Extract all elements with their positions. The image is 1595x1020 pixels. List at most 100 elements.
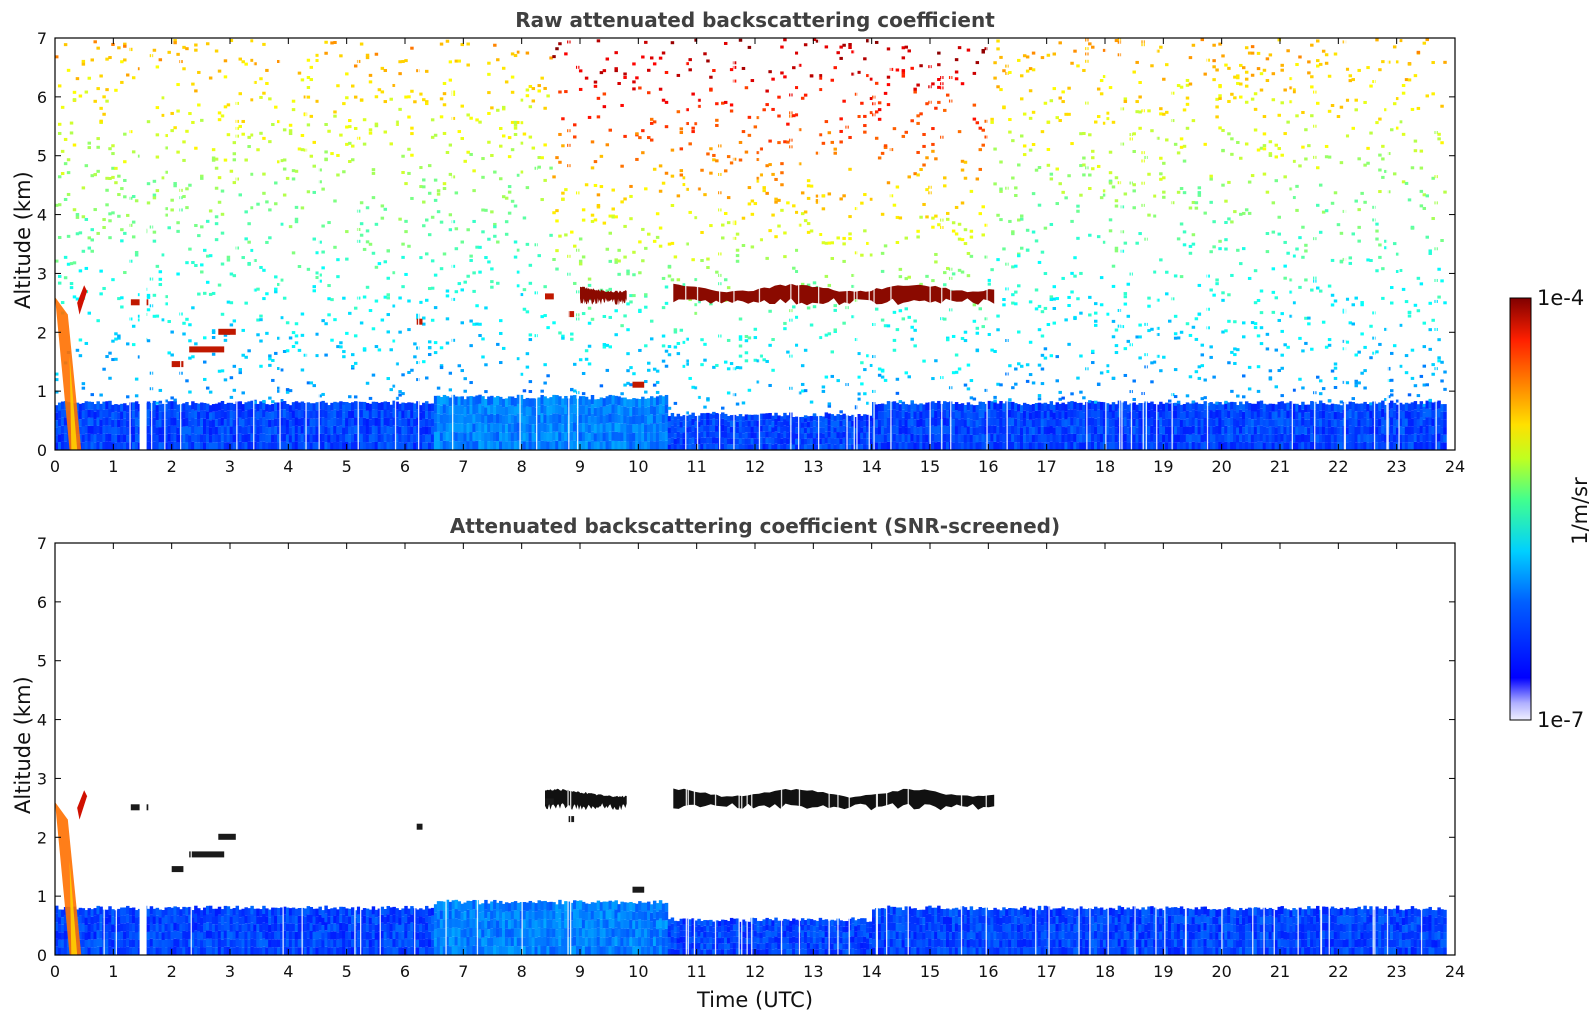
noise-cell [501, 134, 506, 138]
boundary-layer-cell [1182, 427, 1187, 435]
noise-cell [626, 272, 630, 276]
boundary-layer-cell [1185, 434, 1190, 443]
noise-cell [910, 337, 914, 341]
noise-cell [229, 301, 234, 305]
noise-cell [158, 388, 163, 392]
noise-cell [351, 84, 355, 88]
noise-cell [954, 77, 959, 81]
noise-cell [271, 358, 275, 362]
noise-cell [327, 129, 331, 133]
noise-cell [1046, 120, 1051, 124]
noise-cell [1123, 292, 1128, 296]
boundary-layer-cell [570, 395, 574, 405]
noise-cell [555, 156, 559, 160]
boundary-layer-cell [448, 423, 453, 433]
boundary-layer-cell [735, 444, 740, 450]
noise-cell [395, 120, 399, 124]
boundary-layer-cell [723, 425, 728, 432]
noise-cell [525, 186, 530, 190]
noise-cell [774, 197, 778, 201]
boundary-layer-cell [596, 424, 601, 434]
boundary-layer-cell [546, 424, 550, 433]
noise-cell [1019, 364, 1024, 368]
boundary-layer-cell [460, 432, 464, 442]
boundary-layer-cell [590, 404, 595, 414]
boundary-layer-cell [691, 437, 695, 444]
boundary-layer-cell [454, 405, 459, 415]
boundary-layer-cell [1153, 411, 1157, 420]
boundary-layer-cell [365, 426, 370, 435]
noise-cell [543, 143, 547, 147]
noise-cell [922, 132, 926, 136]
noise-cell [395, 396, 399, 400]
boundary-layer-cell [611, 413, 615, 423]
noise-cell [1040, 334, 1045, 338]
boundary-layer-cell [578, 414, 583, 424]
boundary-layer-cell [1191, 401, 1196, 410]
noise-cell [1102, 189, 1107, 193]
noise-cell [285, 390, 290, 394]
boundary-layer-cell [1215, 441, 1219, 450]
noise-cell [679, 127, 684, 131]
boundary-layer-cell [1176, 434, 1181, 443]
noise-cell [386, 330, 390, 334]
boundary-layer-cell [984, 442, 988, 450]
noise-cell [528, 84, 533, 88]
boundary-layer-cell [1191, 433, 1196, 442]
noise-cell [931, 216, 935, 220]
boundary-layer-cell [229, 426, 234, 435]
noise-cell [374, 124, 379, 128]
noise-cell [1088, 173, 1092, 177]
noise-cell [552, 258, 556, 261]
boundary-layer-cell [117, 419, 121, 428]
noise-cell [765, 164, 769, 168]
boundary-layer-cell [617, 405, 621, 415]
noise-cell [451, 220, 456, 224]
boundary-layer-cell [134, 433, 139, 442]
boundary-layer-cell [427, 403, 432, 412]
noise-cell [898, 216, 903, 220]
noise-cell [869, 97, 873, 101]
noise-cell [916, 235, 920, 239]
noise-cell [880, 212, 885, 216]
boundary-layer-cell [129, 442, 133, 450]
boundary-layer-cell [620, 423, 624, 433]
noise-cell [425, 69, 429, 73]
boundary-layer-cell [84, 409, 89, 418]
noise-cell [1088, 233, 1092, 237]
boundary-layer-cell [244, 434, 248, 443]
noise-cell [1052, 321, 1057, 325]
noise-cell [108, 351, 112, 355]
noise-cell [842, 43, 846, 47]
boundary-layer-cell [60, 417, 65, 426]
noise-cell [229, 272, 234, 276]
boundary-layer-cell [1052, 442, 1057, 450]
noise-cell [564, 90, 568, 94]
boundary-layer-cell [883, 427, 888, 435]
boundary-layer-cell [1165, 442, 1169, 450]
noise-cell [1247, 276, 1252, 280]
boundary-layer-cell [362, 433, 367, 442]
noise-cell [448, 78, 453, 82]
boundary-layer-cell [587, 407, 592, 417]
noise-cell [747, 388, 752, 392]
noise-cell [602, 345, 607, 349]
boundary-layer-cell [1156, 404, 1160, 413]
boundary-layer-cell [1123, 409, 1128, 418]
noise-cell [1014, 186, 1018, 190]
noise-cell [90, 238, 94, 242]
boundary-layer-cell [1126, 412, 1131, 420]
boundary-layer-cell [786, 444, 790, 450]
noise-cell [241, 328, 245, 332]
boundary-layer-cell [590, 395, 595, 405]
noise-cell [516, 284, 521, 288]
boundary-layer-cell [229, 442, 234, 450]
noise-cell [596, 193, 601, 197]
boundary-layer-cell [525, 415, 530, 424]
noise-cell [626, 269, 630, 273]
boundary-layer-cell [1138, 442, 1142, 450]
boundary-layer-cell [351, 442, 355, 450]
noise-cell [353, 395, 358, 399]
noise-cell [1188, 244, 1193, 248]
boundary-layer-cell [605, 423, 610, 433]
